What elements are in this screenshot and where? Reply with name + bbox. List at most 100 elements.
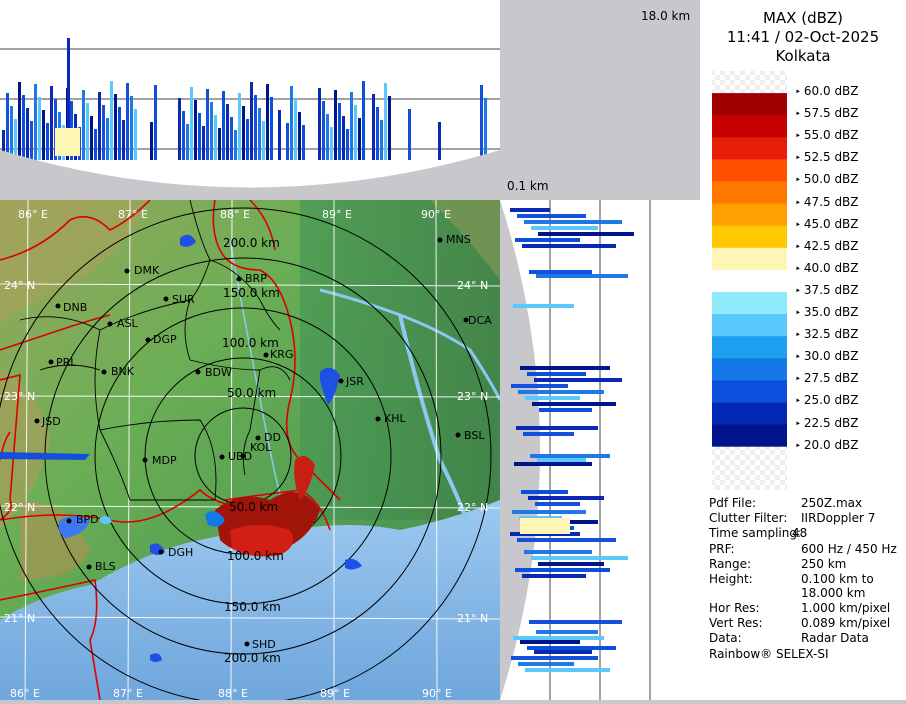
top-echo-bar bbox=[214, 115, 217, 160]
top-echo-bar bbox=[246, 119, 249, 160]
meta-value: 1.000 km/pixel bbox=[801, 601, 891, 615]
top-echo-bar bbox=[102, 105, 105, 160]
ring-label: 50.0 km bbox=[227, 386, 276, 400]
top-echo-bar bbox=[230, 117, 233, 160]
meta-key: PRF: bbox=[709, 542, 735, 556]
meta-key: Hor Res: bbox=[709, 601, 760, 615]
legend-label: 25.0 dBZ bbox=[795, 393, 859, 407]
info-panel: MAX (dBZ) 11:41 / 02-Oct-2025 Kolkata 60… bbox=[700, 0, 906, 700]
meta-value: 250Z.max bbox=[801, 496, 863, 510]
top-echo-bar bbox=[210, 102, 213, 160]
right-echo-bar bbox=[514, 462, 592, 466]
legend-label: 30.0 dBZ bbox=[795, 349, 859, 363]
top-echo-bar bbox=[354, 105, 357, 160]
top-echo-bar bbox=[94, 129, 97, 160]
right-echo-bar bbox=[515, 238, 580, 242]
legend-swatch bbox=[712, 269, 787, 293]
legend-swatch bbox=[712, 159, 787, 182]
lon-label-bottom: 89° E bbox=[320, 687, 350, 700]
ring-label: 150.0 km bbox=[223, 286, 280, 300]
legend-label: 57.5 dBZ bbox=[795, 106, 859, 120]
right-echo-bar bbox=[537, 458, 586, 462]
top-echo-bar bbox=[178, 98, 181, 160]
right-echo-bar bbox=[527, 372, 586, 376]
city-label: BDW bbox=[205, 366, 232, 379]
top-echo-bar bbox=[388, 96, 391, 160]
top-echo-bar bbox=[6, 93, 9, 160]
legend-label: 32.5 dBZ bbox=[795, 327, 859, 341]
city-label: SHD bbox=[252, 638, 276, 651]
legend-swatch bbox=[712, 225, 787, 249]
top-echo-bar bbox=[262, 121, 265, 160]
top-echo-bar bbox=[34, 84, 37, 160]
legend-swatch bbox=[712, 424, 787, 448]
right-echo-bar bbox=[538, 562, 604, 566]
ring-label: 200.0 km bbox=[224, 651, 281, 665]
top-echo-bar bbox=[330, 127, 333, 160]
right-echo-bar bbox=[531, 556, 628, 560]
top-echo-bar bbox=[38, 97, 41, 160]
top-echo-bar bbox=[270, 97, 273, 160]
legend-label: 35.0 dBZ bbox=[795, 305, 859, 319]
city-label: BLS bbox=[95, 560, 116, 573]
meta-value: 0.100 km to bbox=[801, 572, 874, 586]
legend-swatch bbox=[712, 115, 787, 138]
city-label: MNS bbox=[446, 233, 471, 246]
legend-label: 47.5 dBZ bbox=[795, 195, 859, 209]
top-echo-bar bbox=[346, 129, 349, 160]
legend-label: 52.5 dBZ bbox=[795, 150, 859, 164]
legend-label: 37.5 dBZ bbox=[795, 283, 859, 297]
legend-swatch bbox=[712, 203, 787, 227]
right-echo-bar bbox=[522, 244, 616, 248]
city-label: ASL bbox=[117, 317, 139, 330]
right-echo-bar bbox=[530, 454, 610, 458]
right-echo-bar bbox=[518, 390, 604, 394]
top-cross-section-plot bbox=[0, 38, 500, 200]
right-echo-bar bbox=[518, 662, 574, 666]
legend-swatch bbox=[712, 358, 787, 381]
top-echo-bar bbox=[86, 103, 89, 160]
city-label: BSL bbox=[464, 429, 485, 442]
lon-label-bottom: 88° E bbox=[218, 687, 248, 700]
city-label: SUR bbox=[172, 293, 195, 306]
meta-value: 18.000 km bbox=[801, 586, 866, 600]
meta-key: Time sampling: bbox=[709, 526, 802, 540]
city-label: DMK bbox=[134, 264, 160, 277]
city-label: KOL bbox=[250, 441, 272, 454]
legend-label: 45.0 dBZ bbox=[795, 217, 859, 231]
lat-label-right: 21° N bbox=[457, 612, 488, 625]
right-echo-bar bbox=[524, 550, 592, 554]
lat-label-left: 21° N bbox=[4, 612, 35, 625]
top-echo-bar bbox=[408, 109, 411, 160]
top-echo-bar bbox=[294, 99, 297, 160]
top-echo-bar bbox=[154, 85, 157, 160]
lon-label-top: 88° E bbox=[220, 208, 250, 221]
top-echo-bar bbox=[134, 109, 137, 160]
top-echo-bar bbox=[372, 94, 375, 160]
city-label: PRL bbox=[56, 356, 77, 369]
city-label: DD bbox=[264, 431, 281, 444]
top-echo-bar bbox=[202, 126, 205, 160]
legend-swatch bbox=[712, 137, 787, 160]
right-echo-bar bbox=[513, 304, 574, 308]
right-echo-bar bbox=[532, 402, 616, 406]
top-echo-bar bbox=[122, 120, 125, 160]
top-echo-bar bbox=[278, 110, 281, 160]
legend-swatch bbox=[712, 71, 787, 94]
lat-label-right: 24° N bbox=[457, 279, 488, 292]
meta-key: Data: bbox=[709, 631, 742, 645]
right-echo-bar bbox=[511, 384, 568, 388]
top-echo-bar bbox=[322, 101, 325, 160]
top-echo-bar bbox=[218, 128, 221, 160]
right-echo-bar bbox=[513, 636, 604, 640]
top-echo-bar bbox=[302, 125, 305, 160]
meta-key: Range: bbox=[709, 557, 752, 571]
right-echo-bar bbox=[538, 232, 634, 236]
meta-key: Pdf File: bbox=[709, 496, 757, 510]
top-echo-bar bbox=[350, 92, 353, 160]
color-legend bbox=[712, 71, 787, 490]
right-cross-section-plot bbox=[470, 200, 651, 700]
top-echo-bar bbox=[338, 103, 341, 160]
top-echo-bar bbox=[186, 124, 189, 160]
